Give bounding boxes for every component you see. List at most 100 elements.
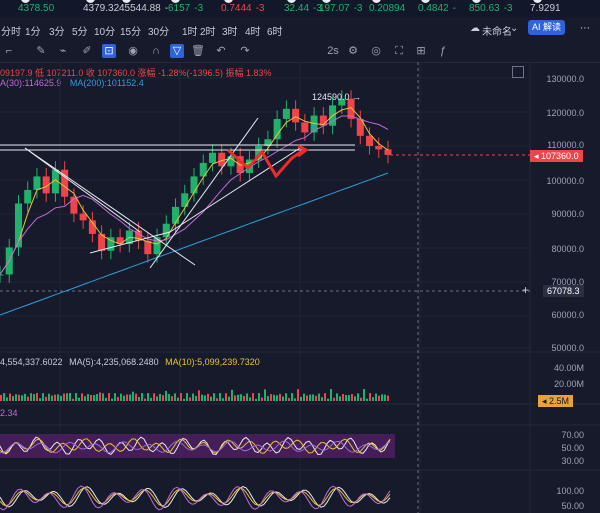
pen-icon[interactable]: ✎: [36, 45, 46, 57]
volume-bar: [114, 393, 116, 401]
crosshair-tool-icon[interactable]: ⌐: [5, 45, 13, 57]
lock-icon[interactable]: ⊡: [102, 44, 116, 58]
volume-info: 4,554,337.6022 MA(5):4,235,068.2480 MA(1…: [0, 357, 260, 367]
timeframe-7[interactable]: 1时: [182, 27, 198, 38]
edit-icon[interactable]: ✐: [82, 45, 92, 57]
ticker-item[interactable]: 45544.88-: [119, 0, 168, 14]
volume-bar: [81, 393, 83, 401]
ticker-item[interactable]: 4379.32: [83, 0, 123, 14]
candle-body: [61, 169, 69, 197]
volume-bar: [87, 394, 89, 401]
timeframe-0[interactable]: 分时: [1, 27, 21, 38]
volume-bar: [276, 395, 278, 401]
timeframe-11[interactable]: 6时: [267, 27, 283, 38]
crosshair-price-label: 67078.3: [543, 285, 584, 297]
candle-body: [153, 237, 161, 255]
volume-bar: [177, 397, 179, 401]
volume-bar: [297, 389, 299, 401]
layout-icon[interactable]: ⊞: [416, 45, 426, 57]
volume-bar: [309, 394, 311, 401]
magnet-icon[interactable]: ∩: [152, 45, 160, 57]
layout-cloud-icon[interactable]: ☁: [470, 23, 480, 34]
ohlc-values: 09197.9 低 107211.0 收 107360.0 涨幅 -1.28%(…: [0, 68, 272, 78]
undo-icon[interactable]: ↶: [216, 45, 226, 57]
add-alert-icon[interactable]: +: [522, 283, 530, 297]
expand-icon[interactable]: [512, 66, 524, 78]
timeframe-9[interactable]: 3时: [222, 27, 238, 38]
ticker-value: 7.9291: [530, 3, 561, 14]
ticker-change: -3: [255, 3, 265, 14]
ma200-line: [0, 172, 389, 316]
ticker-item[interactable]: 0.4842-: [418, 0, 456, 14]
volume-bar: [57, 394, 59, 401]
ticker-item[interactable]: 7.9291: [530, 0, 565, 14]
ticker-item[interactable]: 850.63 -3: [469, 0, 513, 14]
ticker-item[interactable]: 0.20894: [369, 0, 409, 14]
volume-bar: [75, 393, 77, 401]
volume-bar: [246, 393, 248, 401]
volume-bar: [240, 394, 242, 401]
eye-icon[interactable]: ◉: [128, 45, 138, 57]
candle-body: [227, 156, 235, 167]
layout-name[interactable]: 未命名: [482, 27, 512, 38]
volume-bar: [258, 393, 260, 401]
fullscreen-icon[interactable]: ⛶: [395, 45, 403, 57]
volume-bar: [321, 397, 323, 401]
ticker-value: 4378.50: [18, 3, 55, 14]
timeframe-3[interactable]: 5分: [72, 27, 88, 38]
timeframe-1[interactable]: 1分: [25, 27, 41, 38]
timeframe-6[interactable]: 30分: [148, 27, 170, 38]
filter-icon[interactable]: ▽: [170, 44, 184, 58]
price-axis-label: 120000.0: [546, 108, 584, 118]
kdj-line-d: [0, 487, 391, 507]
timeframe-10[interactable]: 4时: [245, 27, 261, 38]
volume-axis-20m: 20.00M: [553, 379, 584, 389]
ticker-item[interactable]: 6157 -3: [168, 0, 203, 14]
timeframe-4[interactable]: 10分: [94, 27, 116, 38]
coin-icon: [533, 0, 542, 3]
candle-body: [264, 139, 272, 146]
candle-body: [116, 237, 124, 245]
ticker-value: 6157: [168, 3, 191, 14]
ticker-item[interactable]: 197.07 -3: [319, 0, 363, 14]
ticker-value: 197.07: [319, 3, 350, 14]
ai-analysis-button[interactable]: AI 解读: [528, 20, 566, 35]
interval-label[interactable]: 2s: [327, 45, 339, 57]
volume-bar: [42, 393, 44, 401]
settings-icon[interactable]: ⚙: [348, 45, 358, 57]
volume-bar: [186, 393, 188, 401]
candle-body: [366, 135, 374, 146]
timeframe-2[interactable]: 3分: [49, 27, 65, 38]
ticker-value: 850.63: [469, 3, 500, 14]
coin-icon: [21, 0, 30, 3]
volume-bar: [174, 393, 176, 401]
volume-bar: [33, 394, 35, 401]
indicator-icon[interactable]: ƒ: [439, 45, 447, 57]
chevron-down-icon[interactable]: ⌄: [510, 23, 519, 34]
last-price-arrow-icon: ◂: [534, 151, 542, 161]
more-icon[interactable]: ⋯: [580, 23, 590, 34]
timeframe-bar: ☁ 未命名 ⌄ AI 解读 ⋯ 分时 1分 3分 5分 10分 15分 30分 1时 2时 3时 4…: [0, 17, 600, 40]
candle-body: [255, 146, 263, 160]
candle-body: [98, 233, 106, 251]
redo-icon[interactable]: ↷: [240, 45, 250, 57]
volume-bar: [282, 396, 284, 401]
volume-bar: [357, 393, 359, 401]
timeframe-5[interactable]: 15分: [120, 27, 142, 38]
ticker-value: 32.44: [284, 3, 310, 14]
ticker-item[interactable]: 4378.50: [18, 0, 58, 14]
volume-bar: [291, 393, 293, 401]
ticker-item[interactable]: 0.7444 -3: [221, 0, 265, 14]
ma30-line: [0, 115, 389, 275]
volume-bar: [27, 396, 29, 401]
ticker-item[interactable]: 32.44 -3: [284, 0, 322, 14]
volume-bar: [327, 398, 329, 401]
volume-bar: [261, 397, 263, 401]
volume-bar: [252, 393, 254, 401]
trash-icon[interactable]: 🗑: [191, 45, 205, 57]
brush-icon[interactable]: ⌁: [59, 45, 67, 57]
timeframe-8[interactable]: 2时: [200, 27, 216, 38]
camera-icon[interactable]: ◎: [371, 45, 381, 57]
volume-bar: [39, 398, 41, 401]
